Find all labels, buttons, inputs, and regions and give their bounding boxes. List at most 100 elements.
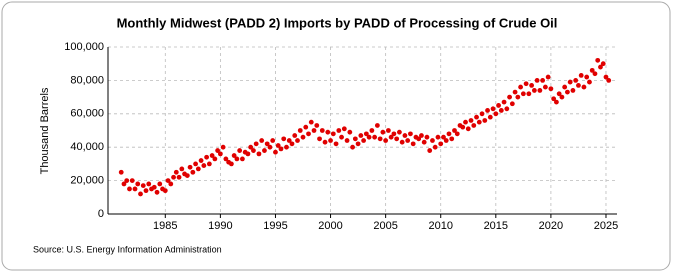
point	[476, 119, 482, 125]
point	[143, 188, 149, 194]
point	[151, 184, 157, 190]
point	[311, 128, 317, 133]
y-tick-label: 40,000	[70, 141, 104, 153]
point	[237, 148, 243, 153]
point	[410, 141, 416, 147]
point	[421, 139, 427, 145]
point	[474, 114, 479, 120]
point	[520, 91, 526, 97]
point	[452, 128, 457, 133]
x-tick-label: 2005	[373, 220, 397, 232]
point	[374, 123, 380, 128]
point	[165, 178, 171, 184]
point	[245, 151, 251, 157]
point	[432, 144, 438, 150]
source: Source: U.S. Energy Information Administ…	[33, 244, 222, 254]
point	[319, 128, 325, 133]
point	[501, 99, 507, 105]
point	[292, 133, 298, 138]
y-tick-label: 100,000	[64, 41, 104, 53]
point	[262, 148, 267, 153]
point	[317, 136, 322, 142]
point	[397, 129, 402, 135]
point	[289, 141, 295, 147]
point	[284, 144, 289, 150]
point	[399, 139, 405, 145]
point	[463, 119, 468, 125]
point	[206, 161, 212, 167]
point	[554, 99, 559, 105]
point	[341, 126, 347, 132]
point	[344, 138, 350, 143]
point	[220, 144, 226, 150]
point	[441, 134, 446, 140]
point	[471, 123, 477, 128]
point	[419, 133, 424, 138]
point	[526, 91, 532, 97]
point	[443, 138, 449, 143]
point	[598, 64, 603, 70]
x-tick-label: 2015	[484, 220, 508, 232]
point	[523, 81, 529, 87]
point	[460, 124, 466, 130]
point	[234, 156, 240, 162]
point	[251, 148, 256, 153]
point	[303, 124, 309, 130]
point	[377, 136, 383, 142]
point	[184, 173, 190, 178]
point	[603, 74, 609, 80]
point	[347, 129, 353, 135]
point	[551, 96, 557, 102]
point	[424, 134, 430, 140]
point	[565, 89, 570, 95]
point	[493, 111, 499, 117]
point	[240, 156, 245, 162]
point	[330, 131, 336, 137]
point	[408, 131, 413, 137]
y-tick-label: 0	[98, 208, 104, 220]
y-axis-label: Thousand Barrels	[39, 87, 51, 174]
point	[388, 134, 394, 140]
y-tick-label: 60,000	[70, 108, 104, 120]
point	[587, 79, 592, 85]
point	[534, 78, 540, 83]
point	[576, 83, 581, 88]
point	[435, 134, 441, 140]
point	[124, 178, 130, 184]
point	[127, 186, 132, 192]
point	[176, 174, 182, 180]
point	[369, 128, 375, 133]
point	[223, 156, 229, 162]
x-tick-label: 1995	[263, 220, 287, 232]
point	[542, 84, 548, 90]
point	[193, 161, 198, 167]
point	[270, 138, 276, 143]
point	[567, 79, 573, 85]
point	[132, 186, 138, 192]
point	[212, 156, 218, 162]
point	[157, 181, 163, 187]
point	[228, 161, 234, 167]
point	[201, 163, 207, 168]
point	[278, 146, 284, 152]
point	[504, 106, 510, 112]
point	[454, 131, 460, 137]
point	[333, 141, 339, 147]
point	[545, 74, 551, 80]
point	[328, 138, 333, 143]
point	[253, 141, 259, 147]
point	[363, 131, 369, 137]
point	[286, 138, 292, 143]
point	[446, 131, 452, 137]
point	[358, 133, 364, 138]
point	[438, 141, 444, 147]
point	[135, 181, 141, 187]
point	[366, 134, 372, 140]
point	[518, 84, 523, 90]
point	[606, 78, 612, 83]
point	[537, 88, 543, 93]
point	[195, 166, 201, 172]
point	[190, 169, 196, 175]
point	[380, 129, 386, 135]
point	[573, 78, 579, 83]
